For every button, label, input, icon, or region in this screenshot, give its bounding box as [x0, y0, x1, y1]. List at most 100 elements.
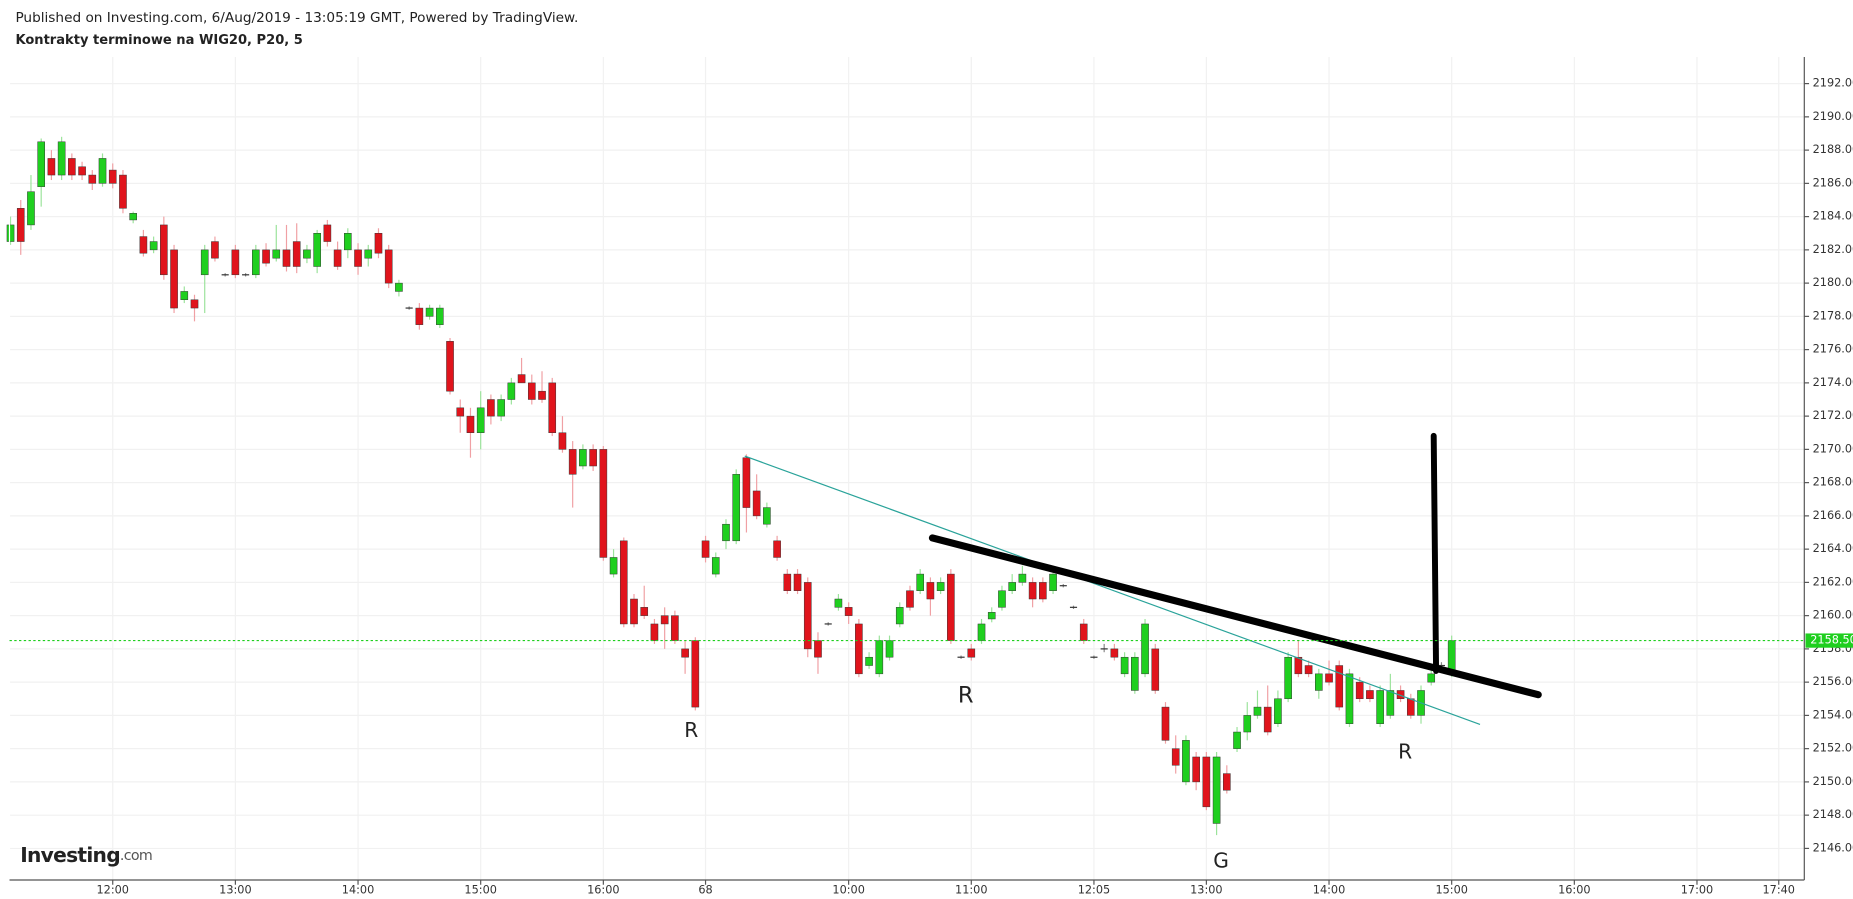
annotation: R: [684, 718, 698, 742]
candle-body: [211, 241, 219, 259]
brand-logo: Investing.com: [20, 843, 152, 867]
candle-body: [252, 249, 260, 276]
candle-body: [395, 282, 403, 292]
candle-body: [1202, 756, 1211, 808]
candle-body: [671, 615, 679, 641]
x-tick-label: 16:00: [1558, 884, 1590, 897]
candle-body: [108, 169, 117, 184]
y-tick-label: 2188.00: [1813, 143, 1853, 156]
candle-body: [190, 299, 199, 309]
y-tick-label: 2150.00: [1813, 775, 1853, 788]
candle-body: [466, 415, 475, 433]
candle-body: [1376, 690, 1384, 724]
candle-body: [507, 382, 516, 400]
candle-body: [947, 573, 955, 641]
candle-body: [1028, 582, 1037, 600]
candle-body: [1406, 698, 1415, 716]
candle-body: [1049, 573, 1057, 591]
y-tick-label: 2168.00: [1813, 476, 1853, 489]
candle-body: [78, 166, 86, 176]
candle-body: [926, 582, 935, 600]
y-tick-label: 2186.00: [1813, 176, 1853, 189]
candle-body: [160, 224, 168, 276]
candle-body: [170, 249, 178, 309]
y-tick-label: 2152.00: [1813, 742, 1853, 755]
candle-body: [619, 540, 628, 625]
candle-body: [579, 449, 587, 467]
candle-body: [364, 249, 373, 259]
y-tick-label: 2184.00: [1813, 210, 1853, 223]
candle-body: [354, 249, 362, 267]
instrument-title: Kontrakty terminowe na WIG20, P20, 5: [15, 33, 302, 48]
candle-body: [476, 407, 485, 433]
candle-body: [1141, 623, 1149, 675]
y-tick-label: 2172.00: [1813, 409, 1853, 422]
candle-body: [722, 523, 730, 542]
published-note: Published on Investing.com, 6/Aug/2019 -…: [15, 10, 578, 26]
annotation: R: [1398, 739, 1412, 763]
y-tick-label: 2164.00: [1813, 542, 1853, 555]
candle-body: [1325, 673, 1333, 683]
candle-body: [262, 249, 270, 264]
y-tick-label: 2192.00: [1813, 77, 1853, 90]
candle-body: [609, 557, 618, 575]
x-tick-label: 13:00: [1190, 884, 1222, 897]
candle-body: [272, 249, 281, 259]
last-price-label: 2158.50: [1810, 634, 1853, 647]
candle-body: [773, 540, 781, 558]
x-tick-label: 15:00: [464, 884, 496, 897]
candle-body: [344, 233, 352, 251]
x-tick-label: 17:00: [1681, 884, 1713, 897]
candle-body: [568, 449, 577, 475]
candle-body: [57, 141, 66, 176]
annotation: R: [958, 682, 974, 708]
candle-body: [1161, 706, 1170, 741]
candle-body: [548, 382, 557, 433]
candle-body: [650, 623, 659, 641]
candle-body: [1212, 756, 1221, 824]
candle-body: [1110, 648, 1119, 658]
candle-body: [814, 640, 822, 658]
candle-body: [783, 573, 792, 591]
candle-body: [589, 449, 597, 467]
candle-body: [303, 249, 311, 259]
y-tick-label: 2146.00: [1813, 841, 1853, 854]
candle-body: [1171, 748, 1180, 766]
y-tick-label: 2176.00: [1813, 343, 1853, 356]
y-tick-label: 2148.00: [1813, 808, 1853, 821]
grid: [9, 57, 1805, 880]
candle-body: [200, 249, 209, 276]
candle-body: [47, 158, 56, 176]
candle-body: [1151, 648, 1160, 691]
candle-body: [742, 457, 751, 508]
candle-body: [16, 208, 25, 242]
x-tick-label: 12:00: [96, 884, 128, 897]
candle-body: [803, 582, 812, 650]
candle-body: [906, 590, 914, 608]
candle-body: [701, 540, 710, 558]
candle-body: [599, 449, 608, 558]
y-tick-label: 2178.00: [1813, 309, 1853, 322]
y-tick-label: 2166.00: [1813, 509, 1853, 522]
candle-body: [527, 382, 536, 400]
candle-body: [292, 241, 301, 267]
candle-body: [967, 648, 976, 658]
candle-body: [139, 236, 148, 254]
x-tick-label: 12:05: [1078, 884, 1110, 897]
candle-body: [425, 307, 434, 317]
candle-body: [1120, 656, 1129, 675]
trend-line: [744, 455, 1481, 725]
candle-body: [681, 648, 689, 658]
candle-body: [384, 249, 393, 284]
candle-body: [231, 249, 240, 276]
y-tick-label: 2162.00: [1813, 575, 1853, 588]
candle-body: [1304, 665, 1313, 675]
candle-body: [1131, 656, 1139, 691]
candle-body: [977, 623, 986, 641]
candle-body: [180, 291, 189, 300]
candle-body: [1263, 706, 1272, 733]
x-tick-label: 11:00: [955, 884, 987, 897]
candle-body: [844, 607, 853, 616]
x-tick-label: 14:00: [342, 884, 374, 897]
candle-body: [834, 598, 843, 608]
